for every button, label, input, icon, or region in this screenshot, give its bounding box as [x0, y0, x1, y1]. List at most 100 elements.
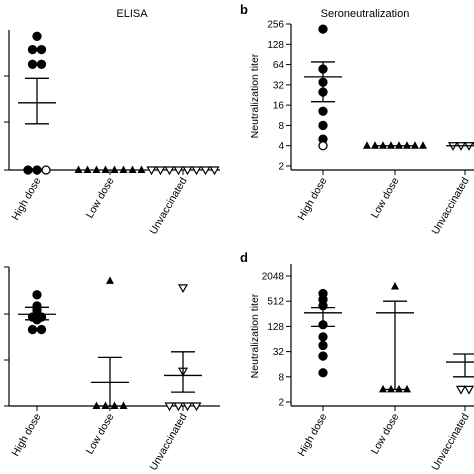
- data-point-open-triangle-down: [463, 385, 474, 395]
- data-point-open-triangle-down: [182, 402, 193, 412]
- data-point-triangle: [101, 401, 110, 409]
- data-point-open-triangle-down: [155, 166, 166, 176]
- y-tick-label: 2: [278, 398, 284, 409]
- y-tick-label: 2: [278, 162, 284, 173]
- panel-title: Seroneutralization: [321, 8, 410, 20]
- data-point-triangle: [379, 141, 387, 149]
- data-point-circle: [27, 59, 38, 69]
- data-point-open-triangle-down: [173, 166, 184, 176]
- data-point-circle: [23, 165, 33, 175]
- data-point-triangle: [128, 165, 137, 173]
- data-point-triangle: [92, 401, 101, 409]
- y-tick-label: 128: [267, 40, 284, 51]
- category-label: Unvaccinated: [147, 411, 189, 472]
- y-tick-label: 32: [273, 80, 285, 91]
- y-tick-label: 512: [267, 297, 284, 308]
- y-tick-label: 8: [278, 372, 284, 383]
- data-point-triangle: [403, 384, 411, 393]
- data-point-open-triangle-down: [182, 166, 193, 176]
- panel-title: ELISA: [116, 8, 148, 20]
- data-point-triangle: [137, 165, 146, 173]
- data-point-circle: [318, 340, 328, 351]
- data-marks: [18, 276, 202, 412]
- data-point-circle: [36, 44, 47, 55]
- y-tick-label: 256: [267, 20, 284, 31]
- data-point-circle: [27, 324, 38, 335]
- data-marks: [18, 31, 220, 176]
- data-marks: [304, 24, 474, 151]
- y-ticks: 2 4 8 16 32 64 128 256: [267, 20, 291, 173]
- data-point-open-triangle-down: [177, 284, 189, 294]
- mean-sem-bar: [18, 77, 56, 125]
- data-point-triangle: [391, 281, 399, 290]
- data-point-circle: [318, 351, 328, 361]
- data-point-circle: [318, 332, 328, 342]
- data-point-circle: [32, 290, 42, 300]
- data-point-circle: [36, 324, 47, 335]
- category-labels: High dose Low dose Unvaccinated: [296, 175, 472, 236]
- data-point-triangle: [106, 276, 114, 284]
- data-point-open-triangle-down: [164, 166, 175, 176]
- data-point-triangle: [419, 141, 427, 149]
- data-point-open-triangle-down: [164, 402, 175, 412]
- data-point-triangle: [411, 141, 419, 149]
- category-label: Low dose: [369, 411, 402, 456]
- category-labels: High dose Low dose Unvaccinated: [10, 411, 190, 472]
- y-tick-label: 16: [273, 101, 285, 112]
- data-point-circle: [318, 106, 328, 116]
- mean-sem-bar: [304, 61, 342, 103]
- data-point-open-triangle-down: [146, 166, 157, 176]
- data-point-open-triangle-down: [209, 166, 220, 176]
- data-point-open-circle: [41, 165, 51, 175]
- mean-sem-bar: [446, 353, 474, 378]
- category-label: High dose: [296, 175, 330, 222]
- data-point-circle: [32, 31, 42, 41]
- y-tick-label: 64: [273, 60, 285, 71]
- category-labels: High dose Low dose Unvaccinated: [10, 175, 190, 236]
- data-point-open-circle: [318, 141, 328, 151]
- data-point-triangle: [403, 141, 411, 149]
- y-axis-label: Neutralization titer: [249, 53, 261, 138]
- data-point-triangle: [395, 384, 403, 393]
- y-tick-label: 128: [267, 322, 284, 333]
- category-label: Low dose: [369, 175, 402, 220]
- panel-letter: b: [240, 2, 248, 17]
- y-tick-label: 2048: [262, 272, 285, 283]
- category-labels: High dose Low dose Unvaccinated: [296, 411, 472, 472]
- mean-sem-bar: [164, 351, 202, 393]
- category-label: Unvaccinated: [147, 175, 189, 236]
- data-point-triangle: [387, 384, 395, 393]
- panel-letter: d: [240, 250, 248, 265]
- category-label: Low dose: [84, 175, 117, 220]
- category-label: Low dose: [84, 411, 117, 456]
- data-point-triangle: [395, 141, 403, 149]
- panel-seroneutralization: b Seroneutralization Neutralization tite…: [240, 2, 474, 237]
- category-label: Unvaccinated: [429, 175, 471, 236]
- data-point-triangle: [110, 165, 119, 173]
- data-point-triangle: [119, 401, 128, 409]
- mean-sem-bar: [304, 306, 342, 328]
- data-marks: [304, 281, 474, 395]
- data-point-open-triangle-down: [191, 166, 202, 176]
- category-label: High dose: [10, 175, 44, 222]
- panel-d: d Neutralization titer 2 8 32 128 512 2048 Hi…: [240, 250, 474, 473]
- y-ticks: 2 8 32 128 512 2048: [262, 272, 291, 409]
- data-point-triangle: [74, 165, 83, 173]
- category-label: High dose: [296, 411, 330, 458]
- y-tick-label: 4: [278, 141, 284, 152]
- data-point-open-triangle-down: [200, 166, 211, 176]
- mean-sem-bar: [18, 306, 56, 321]
- data-point-triangle: [371, 141, 379, 149]
- panel-elisa: ELISA High dose Low dose Unvaccinated: [4, 8, 220, 237]
- y-tick-label: 32: [273, 347, 285, 358]
- data-point-circle: [318, 120, 328, 131]
- data-point-triangle: [119, 165, 128, 173]
- data-point-open-triangle-down: [173, 402, 184, 412]
- data-point-circle: [318, 24, 328, 34]
- data-point-triangle: [83, 165, 92, 173]
- data-point-triangle: [101, 165, 110, 173]
- data-point-open-triangle-down: [455, 385, 467, 395]
- data-point-circle: [32, 165, 42, 175]
- category-label: High dose: [10, 411, 44, 458]
